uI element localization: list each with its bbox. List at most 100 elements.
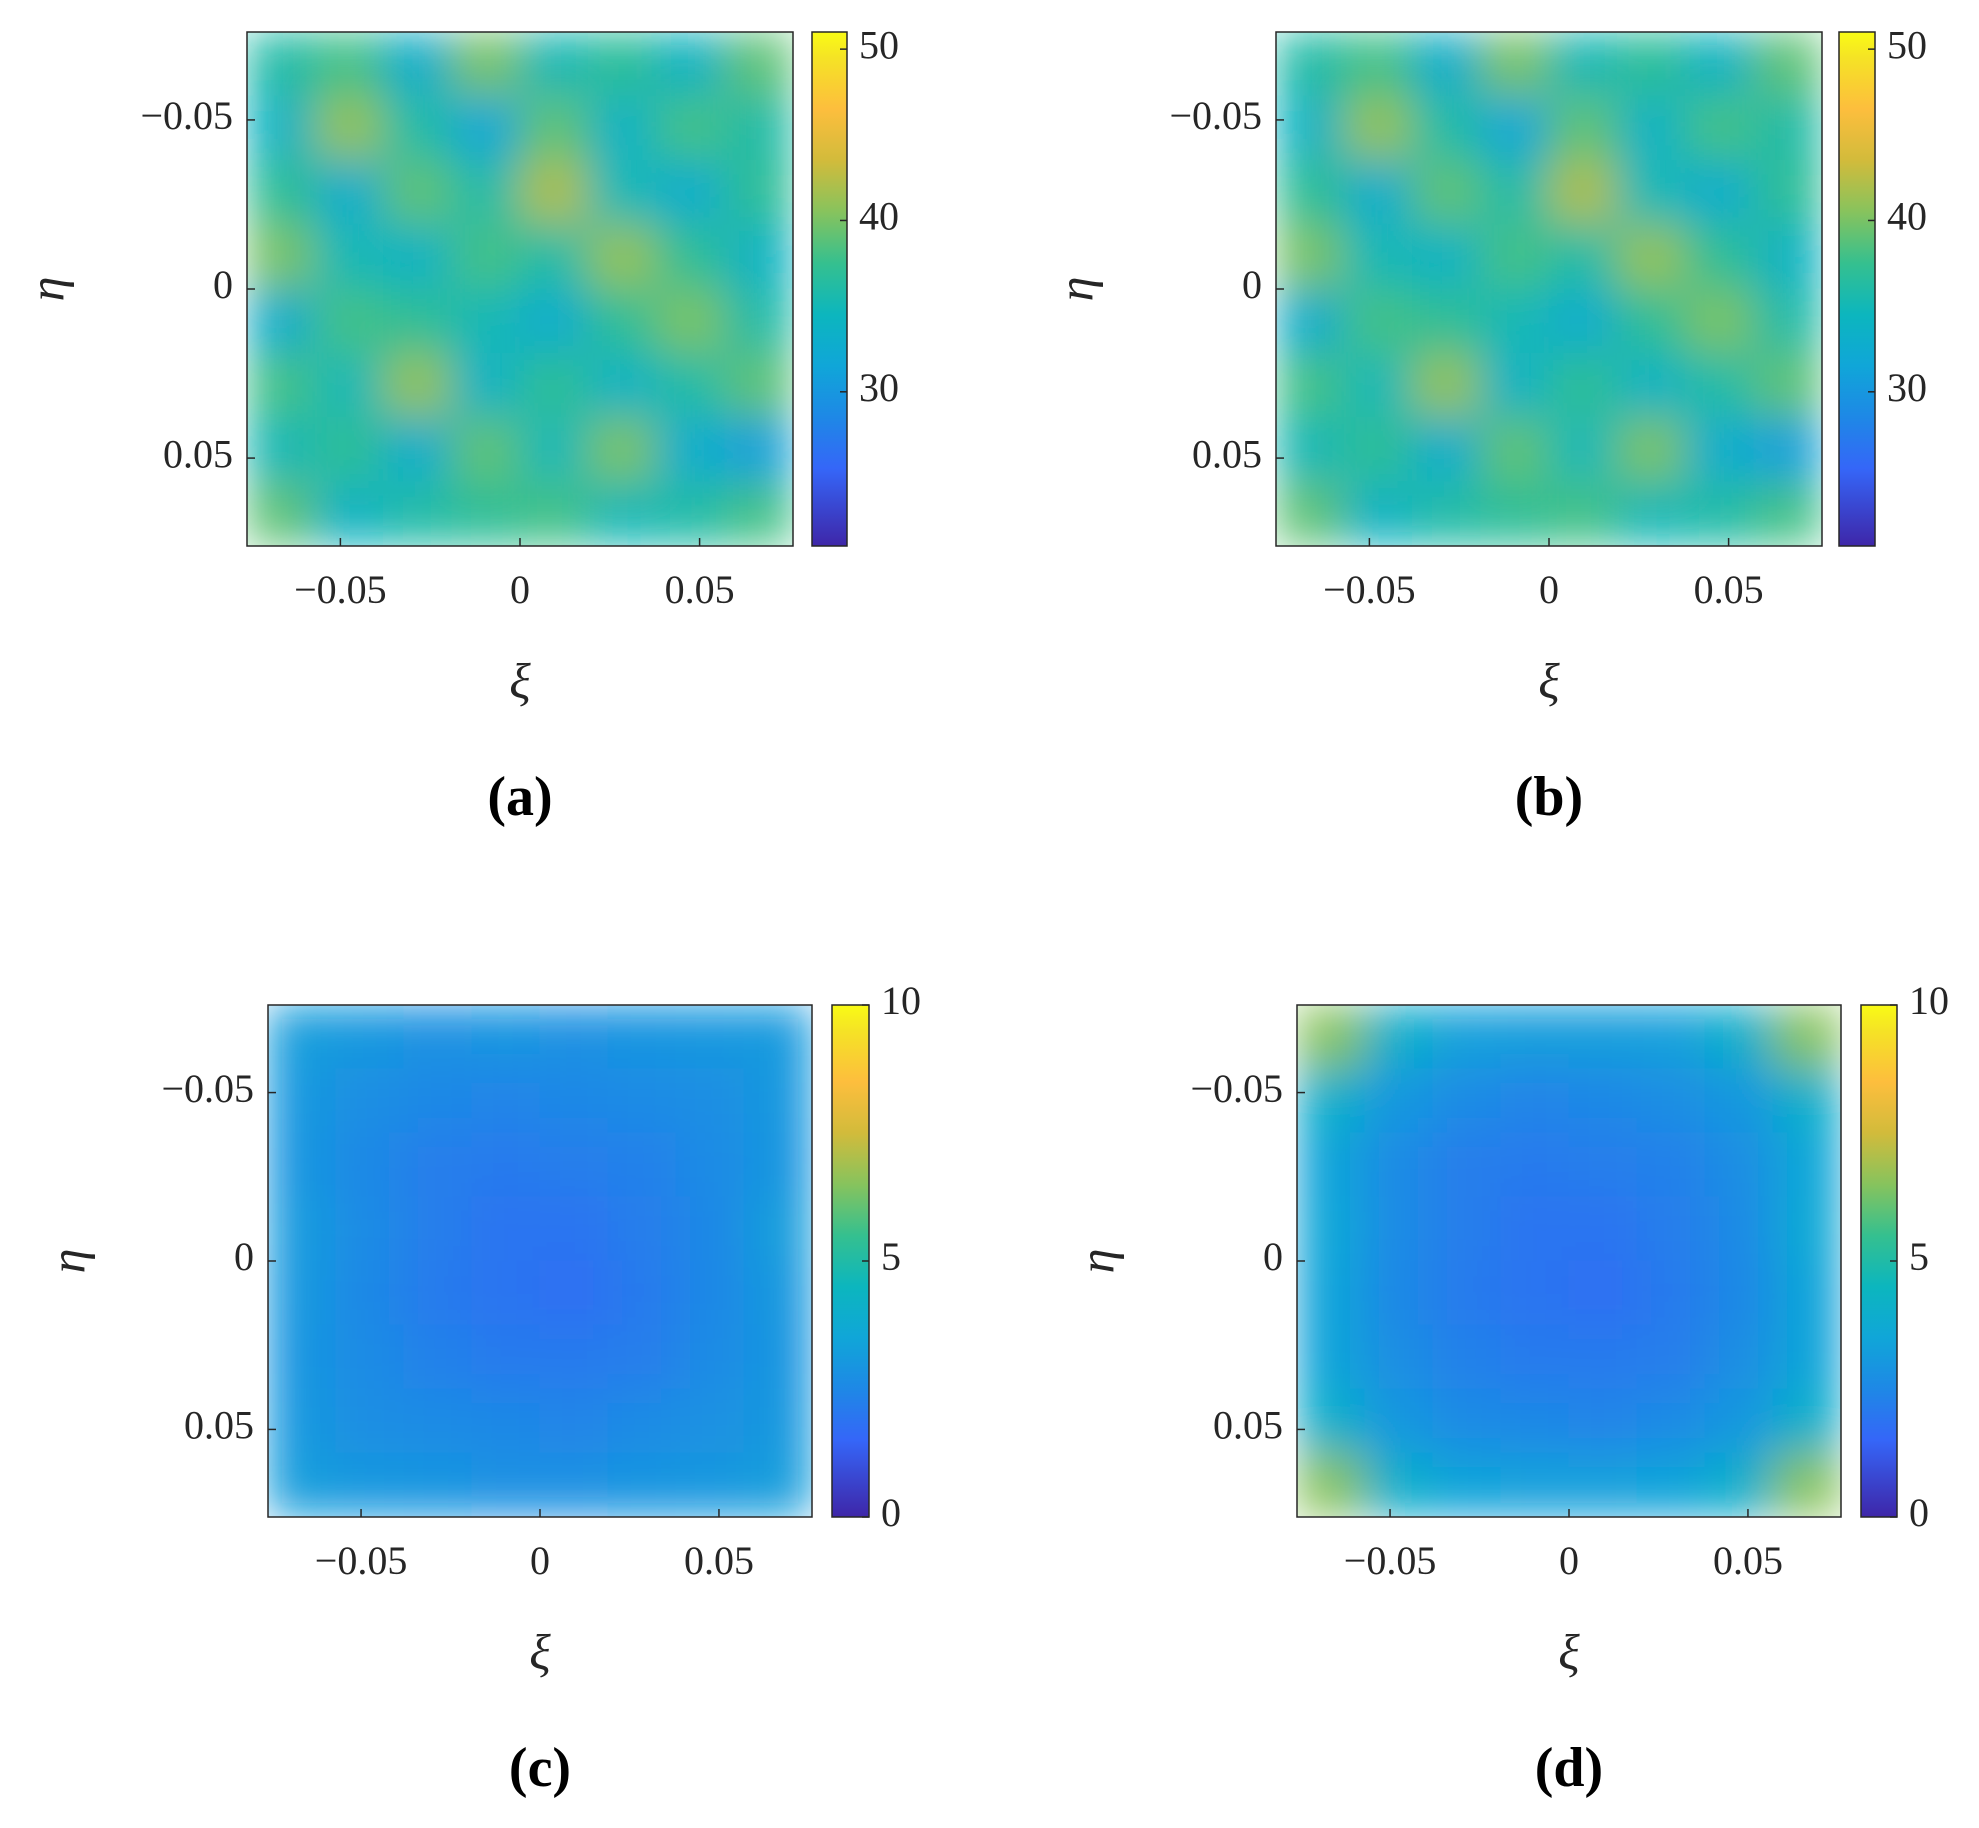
heatmap-cell xyxy=(724,481,793,546)
heatmap-cell xyxy=(1636,1132,1706,1198)
x-tick-label: −0.05 xyxy=(294,567,387,612)
heatmap-cell xyxy=(1568,1068,1638,1134)
heatmap-cell xyxy=(1297,1324,1366,1390)
heatmap-cell xyxy=(1276,352,1345,418)
heatmap-cell xyxy=(1616,352,1686,418)
heatmap-cell xyxy=(1480,352,1550,418)
heatmap-cell xyxy=(656,224,726,290)
heatmap-cell xyxy=(1276,224,1345,290)
y-axis-label: η xyxy=(1047,277,1103,302)
heatmap-cell xyxy=(1772,1452,1841,1517)
heatmap-cell xyxy=(247,417,316,483)
heatmap-cell xyxy=(471,1196,541,1262)
heatmap xyxy=(247,32,793,546)
heatmap-cells xyxy=(1276,32,1822,546)
heatmap-cell xyxy=(587,32,657,97)
heatmap-cell xyxy=(656,288,726,354)
heatmap-cell xyxy=(519,352,589,418)
heatmap-cell xyxy=(587,481,657,546)
heatmap-cell xyxy=(335,1196,405,1262)
heatmap-cell xyxy=(451,32,521,97)
heatmap-cell xyxy=(1364,1005,1434,1070)
heatmap-cell xyxy=(1500,1196,1570,1262)
heatmap-cell xyxy=(1548,417,1618,483)
heatmap-cell xyxy=(1343,95,1413,161)
x-axis-label: ξ xyxy=(529,1623,551,1679)
y-axis-label: η xyxy=(18,277,74,302)
heatmap-cell xyxy=(1500,1452,1570,1517)
heatmap-cell xyxy=(724,352,793,418)
heatmap-cell xyxy=(335,1452,405,1517)
heatmap-cell xyxy=(403,1260,473,1326)
heatmap-cell xyxy=(1364,1132,1434,1198)
panel-label: (a) xyxy=(487,766,552,828)
heatmap-cell xyxy=(724,160,793,226)
heatmap-cell xyxy=(1616,160,1686,226)
heatmap-cell xyxy=(724,95,793,161)
heatmap-cell xyxy=(1480,95,1550,161)
heatmap-cell xyxy=(1568,1260,1638,1326)
heatmap-cell xyxy=(1616,417,1686,483)
heatmap xyxy=(1297,1005,1841,1517)
heatmap-cell xyxy=(383,352,453,418)
heatmap-cell xyxy=(247,224,316,290)
heatmap-cell xyxy=(539,1005,609,1070)
colorbar xyxy=(811,31,848,547)
heatmap-cell xyxy=(1772,1068,1841,1134)
heatmap-cell xyxy=(314,95,384,161)
heatmap-cell xyxy=(1753,352,1822,418)
heatmap-cell xyxy=(1753,95,1822,161)
heatmap-cell xyxy=(743,1005,812,1070)
panel-label: (b) xyxy=(1515,766,1583,828)
heatmap-cell xyxy=(1480,160,1550,226)
heatmap-cell xyxy=(1548,352,1618,418)
heatmap-cell xyxy=(383,224,453,290)
heatmap-cell xyxy=(519,95,589,161)
x-tick-label: 0.05 xyxy=(684,1538,754,1583)
heatmap-cell xyxy=(519,160,589,226)
heatmap xyxy=(268,1005,812,1517)
heatmap-cell xyxy=(1412,224,1482,290)
heatmap-cell xyxy=(1568,1388,1638,1454)
heatmap-cell xyxy=(268,1452,337,1517)
heatmap-cell xyxy=(1636,1068,1706,1134)
heatmap-cell xyxy=(1364,1068,1434,1134)
heatmap-cell xyxy=(1636,1388,1706,1454)
heatmap-cell xyxy=(1568,1132,1638,1198)
heatmap-cell xyxy=(314,352,384,418)
colorbar-tick-label: 10 xyxy=(1909,978,1949,1023)
heatmap-cell xyxy=(335,1324,405,1390)
heatmap-cell xyxy=(471,1260,541,1326)
heatmap-cell xyxy=(247,160,316,226)
x-tick-label: 0 xyxy=(1559,1538,1579,1583)
heatmap-cell xyxy=(607,1388,677,1454)
heatmap-cell xyxy=(1500,1260,1570,1326)
colorbar-tick-label: 0 xyxy=(1909,1490,1929,1535)
heatmap-cell xyxy=(1753,224,1822,290)
y-tick-label: −0.05 xyxy=(161,1066,254,1111)
panel: −0.05 0 0.05 −0.05 0 0.05 ξ η (a) 30 40 50 xyxy=(18,22,899,828)
heatmap-cell xyxy=(656,95,726,161)
heatmap-cell xyxy=(1753,481,1822,546)
x-axis-label: ξ xyxy=(509,652,531,708)
heatmap-cell xyxy=(471,1132,541,1198)
heatmap-cell xyxy=(1412,160,1482,226)
heatmap-cell xyxy=(675,1260,745,1326)
heatmap-cells xyxy=(1297,1005,1841,1517)
y-axis-label: η xyxy=(1068,1249,1124,1274)
heatmap-cell xyxy=(1432,1388,1502,1454)
heatmap-cell xyxy=(1568,1196,1638,1262)
heatmap-cell xyxy=(383,288,453,354)
colorbar-tick-label: 40 xyxy=(859,194,899,239)
heatmap-cell xyxy=(335,1260,405,1326)
heatmap-cell xyxy=(743,1260,812,1326)
heatmap-cell xyxy=(675,1005,745,1070)
heatmap-cell xyxy=(1432,1196,1502,1262)
heatmap-cell xyxy=(1753,288,1822,354)
heatmap-cell xyxy=(247,481,316,546)
heatmap-cell xyxy=(1772,1132,1841,1198)
heatmap-cell xyxy=(1548,288,1618,354)
y-tick-label: −0.05 xyxy=(140,93,233,138)
heatmap-cell xyxy=(675,1452,745,1517)
heatmap-cell xyxy=(1276,95,1345,161)
